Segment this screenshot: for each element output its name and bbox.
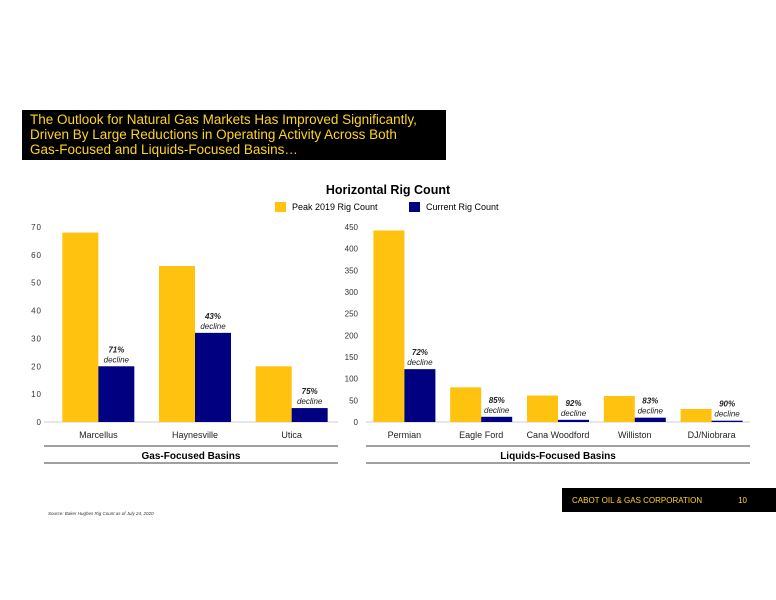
y-tick-label-0-0: 0 xyxy=(37,418,42,427)
chart-title: Horizontal Rig Count xyxy=(325,183,451,197)
y-tick-label-0-7: 70 xyxy=(31,223,42,232)
bar-0-0-2 xyxy=(255,366,292,422)
bar-1-0-0 xyxy=(373,230,405,422)
y-tick-label-0-2: 20 xyxy=(31,362,42,371)
y-tick-label-1-2: 100 xyxy=(345,375,359,384)
x-axis-group-label-1: Liquids-Focused Basins xyxy=(500,451,616,462)
decline-annotation-0-1-0: 43% xyxy=(204,312,221,321)
slide-title-line-1: The Outlook for Natural Gas Markets Has … xyxy=(30,112,417,127)
category-label-0-2: Utica xyxy=(281,430,302,440)
bar-1-0-4 xyxy=(680,409,712,422)
slide-title-line-2: Driven By Large Reductions in Operating … xyxy=(30,127,397,142)
bar-1-1-2 xyxy=(558,419,589,422)
slide-title: The Outlook for Natural Gas Markets Has … xyxy=(22,110,446,160)
decline-annotation-1-4-1: decline xyxy=(714,410,740,419)
y-tick-label-1-7: 350 xyxy=(345,266,359,275)
bar-1-1-3 xyxy=(634,417,666,422)
decline-annotation-0-1-1: decline xyxy=(200,322,226,331)
decline-annotation-1-0-1: decline xyxy=(407,358,433,367)
decline-annotation-0-0-0: 71% xyxy=(108,345,124,354)
y-tick-label-1-1: 50 xyxy=(349,396,358,405)
bar-1-0-2 xyxy=(527,395,558,422)
decline-annotation-0-2-0: 75% xyxy=(302,387,318,396)
category-label-1-0: Permian xyxy=(388,430,422,440)
source-note: Source: Baker Hughes Rig Count as of Jul… xyxy=(48,511,154,516)
bar-1-1-0 xyxy=(404,369,436,422)
decline-annotation-0-0-1: decline xyxy=(104,355,130,364)
y-tick-label-1-0: 0 xyxy=(354,418,359,427)
decline-annotation-1-2-1: decline xyxy=(561,409,587,418)
legend-item-peak: Peak 2019 Rig Count xyxy=(275,202,378,212)
y-tick-label-1-6: 300 xyxy=(345,288,359,297)
decline-annotation-1-0-0: 72% xyxy=(412,348,428,357)
category-label-1-1: Eagle Ford xyxy=(459,430,503,440)
decline-annotation-1-1-0: 85% xyxy=(489,396,505,405)
y-tick-label-1-4: 200 xyxy=(345,331,359,340)
decline-annotation-1-3-0: 83% xyxy=(642,397,658,406)
y-tick-label-1-3: 150 xyxy=(345,353,359,362)
bar-0-1-1 xyxy=(195,332,231,422)
legend-swatch-peak xyxy=(275,202,286,212)
y-tick-label-1-5: 250 xyxy=(345,310,359,319)
legend-label-peak: Peak 2019 Rig Count xyxy=(292,202,378,212)
bar-1-0-3 xyxy=(603,396,635,422)
slide-title-line-3: Gas-Focused and Liquids-Focused Basins… xyxy=(30,142,298,157)
category-label-1-4: DJ/Niobrara xyxy=(688,430,736,440)
category-label-1-3: Williston xyxy=(618,430,652,440)
decline-annotation-0-2-1: decline xyxy=(297,397,323,406)
legend-label-current: Current Rig Count xyxy=(426,202,499,212)
bar-0-0-1 xyxy=(159,266,195,422)
decline-annotation-1-2-0: 92% xyxy=(565,399,581,408)
y-tick-label-0-4: 40 xyxy=(31,307,42,316)
bar-1-1-1 xyxy=(481,416,513,422)
bar-0-1-0 xyxy=(98,366,135,422)
decline-annotation-1-4-0: 90% xyxy=(719,400,735,409)
y-tick-label-0-3: 30 xyxy=(31,334,42,343)
y-tick-label-1-8: 400 xyxy=(345,245,359,254)
category-label-1-2: Cana Woodford xyxy=(527,430,590,440)
bar-0-1-2 xyxy=(291,408,328,422)
footer-bar: CABOT OIL & GAS CORPORATION 10 xyxy=(562,488,776,512)
y-tick-label-0-1: 10 xyxy=(31,390,42,399)
legend-swatch-current xyxy=(409,202,420,212)
decline-annotation-1-3-1: decline xyxy=(638,407,664,416)
company-name: CABOT OIL & GAS CORPORATION xyxy=(572,495,703,505)
bar-1-1-4 xyxy=(711,420,743,422)
page-number: 10 xyxy=(738,495,747,505)
y-tick-label-0-6: 60 xyxy=(31,251,42,260)
x-axis-group-label-0: Gas-Focused Basins xyxy=(142,451,241,462)
y-tick-label-1-9: 450 xyxy=(345,223,359,232)
category-label-0-0: Marcellus xyxy=(79,430,118,440)
legend-item-current: Current Rig Count xyxy=(409,202,499,212)
bar-0-0-0 xyxy=(62,232,99,422)
y-tick-label-0-5: 50 xyxy=(31,279,42,288)
category-label-0-1: Haynesville xyxy=(172,430,218,440)
bar-1-0-1 xyxy=(450,387,482,422)
decline-annotation-1-1-1: decline xyxy=(484,406,510,415)
